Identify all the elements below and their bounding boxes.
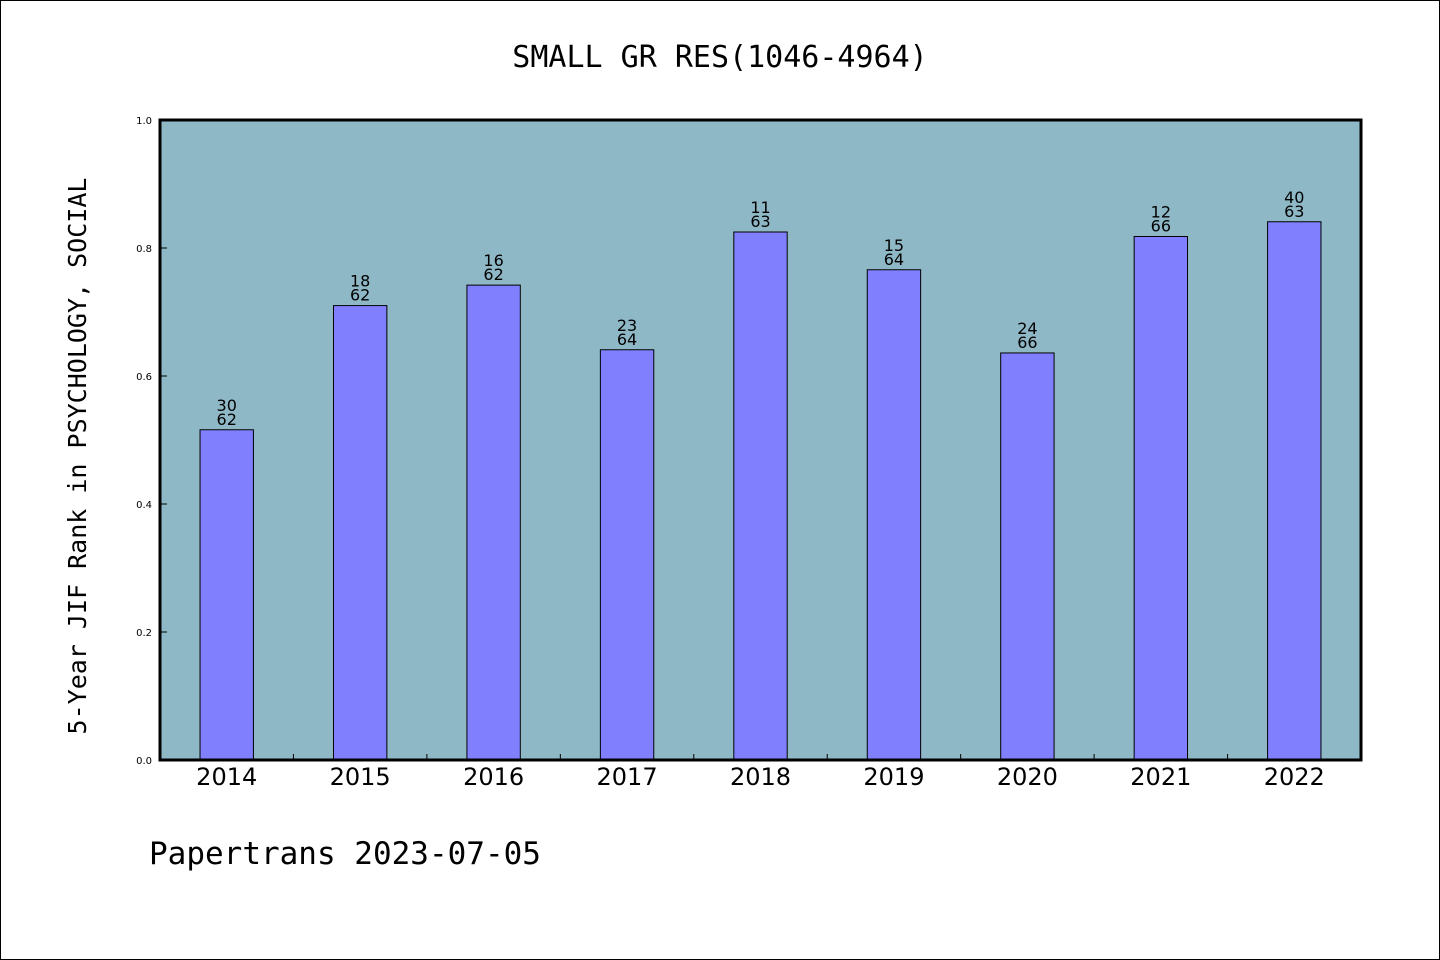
bar-total-label-2021: 66	[1151, 216, 1171, 235]
bar-total-label-2020: 66	[1017, 333, 1037, 352]
footer-text: Papertrans 2023-07-05	[149, 836, 541, 872]
x-tick-label-2019: 2019	[863, 763, 924, 791]
bar-total-label-2018: 63	[750, 212, 770, 231]
chart-title: SMALL GR RES(1046-4964)	[512, 40, 927, 75]
bar-2017	[599, 349, 655, 761]
bar-2019	[866, 269, 922, 761]
bar-2014	[199, 429, 254, 761]
bar-total-label-2015: 62	[350, 286, 370, 305]
y-tick-label-0.4: 0.4	[136, 500, 152, 511]
bar-2021	[1133, 235, 1189, 761]
y-tick-label-1.0: 1.0	[136, 116, 152, 127]
bar-2018	[733, 231, 788, 761]
bar-rank-label-2020: 24	[1017, 319, 1037, 338]
bar-rank-label-2017: 23	[617, 316, 637, 335]
bar-rank-label-2021: 12	[1151, 202, 1171, 221]
bar-total-label-2017: 64	[617, 330, 637, 349]
y-tick-label-0.6: 0.6	[136, 372, 152, 383]
bar-total-label-2022: 63	[1284, 202, 1304, 221]
y-tick-label-0.2: 0.2	[136, 628, 152, 639]
y-axis-label: 5-Year JIF Rank in PSYCHOLOGY, SOCIAL	[63, 178, 92, 735]
bar-total-label-2019: 64	[884, 250, 904, 269]
bar-2020	[1000, 352, 1055, 761]
x-axis: 2014 2015 2016 2017 2018 2019 2020 2021 2022	[196, 754, 1325, 791]
y-tick-label-0.0: 0.0	[136, 756, 152, 767]
bar-total-label-2016: 62	[483, 265, 503, 284]
bar-rank-label-2022: 40	[1284, 188, 1304, 207]
x-tick-label-2020: 2020	[997, 763, 1058, 791]
y-tick-label-0.8: 0.8	[136, 244, 152, 255]
x-tick-label-2022: 2022	[1264, 763, 1325, 791]
bar-2016	[466, 284, 521, 761]
bar-rank-label-2016: 16	[483, 251, 503, 270]
bar-2015	[332, 305, 388, 761]
bar-rank-label-2019: 15	[884, 236, 904, 255]
x-tick-label-2014: 2014	[196, 763, 257, 791]
bar-rank-label-2018: 11	[750, 198, 770, 217]
bar-rank-label-2015: 18	[350, 272, 370, 291]
plot-border	[158, 118, 1363, 762]
bar-rank-label-2014: 30	[217, 396, 237, 415]
bars-group	[199, 221, 1322, 761]
bar-2022	[1267, 221, 1322, 761]
x-tick-label-2015: 2015	[330, 763, 391, 791]
x-tick-label-2018: 2018	[730, 763, 791, 791]
x-tick-label-2016: 2016	[463, 763, 524, 791]
bar-total-label-2014: 62	[217, 410, 237, 429]
x-tick-label-2017: 2017	[597, 763, 658, 791]
x-tick-label-2021: 2021	[1130, 763, 1191, 791]
